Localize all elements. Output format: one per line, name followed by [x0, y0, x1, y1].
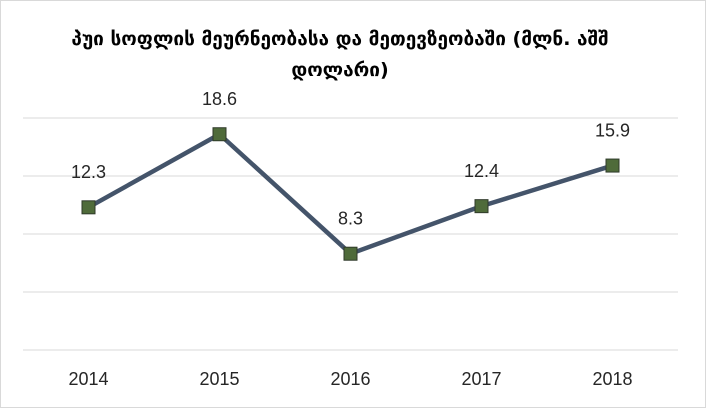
x-tick-label: 2017: [461, 369, 501, 389]
data-label: 12.3: [71, 162, 106, 182]
chart-title: პუი სოფლის მეურნეობასა და მეთევზეობაში (…: [71, 28, 609, 81]
line: [87, 131, 614, 256]
x-tick-label: 2018: [592, 369, 632, 389]
data-label: 15.9: [595, 120, 630, 140]
marker: [343, 246, 358, 261]
x-tick-label: 2014: [68, 369, 108, 389]
data-label: 8.3: [338, 208, 363, 228]
marker: [212, 127, 227, 142]
marker: [81, 200, 96, 215]
x-tick-label: 2016: [330, 369, 370, 389]
data-label: 18.6: [202, 89, 237, 109]
marker: [605, 158, 620, 173]
data-label: 12.4: [464, 161, 499, 181]
marker: [474, 199, 489, 214]
x-tick-label: 2015: [199, 369, 239, 389]
